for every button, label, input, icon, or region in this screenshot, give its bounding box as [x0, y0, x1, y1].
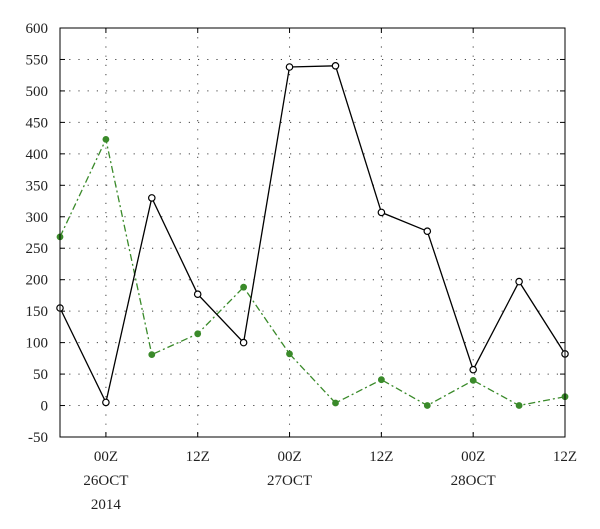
x-tick-label: 12Z [186, 449, 210, 465]
series-1-point [102, 398, 110, 407]
series-2-point [469, 377, 477, 384]
y-tick-label: 50 [33, 367, 48, 383]
y-tick-label: 200 [26, 273, 49, 289]
y-tick-label: 300 [26, 210, 49, 226]
y-tick-label: -50 [28, 430, 48, 446]
series-2-point [515, 402, 523, 409]
plot-background [60, 28, 565, 437]
x-date-label: 26OCT [83, 473, 128, 489]
series-line-2 [59, 137, 566, 407]
series-1-point [148, 194, 156, 202]
series-1-point [469, 365, 478, 374]
series-2-point [240, 283, 248, 291]
series-2-point [286, 350, 293, 358]
series-line-1 [59, 65, 566, 405]
y-tick-label: 600 [26, 21, 49, 37]
x-date-label: 28OCT [451, 473, 496, 489]
plot-frame [59, 27, 566, 438]
y-tick-label: 550 [26, 52, 49, 68]
series-2-point [148, 351, 156, 359]
y-tick-label: 0 [41, 399, 49, 415]
series-2-point [332, 399, 339, 407]
series-1-point [239, 338, 248, 347]
x-tick-label: 00Z [94, 449, 118, 465]
x-year-label: 2014 [91, 497, 122, 513]
x-date-label: 27OCT [267, 473, 312, 489]
series-2-point [194, 330, 202, 338]
x-tick-label: 12Z [369, 449, 393, 465]
series-2-point [378, 376, 385, 384]
y-tick-label: 150 [26, 304, 49, 320]
series-2-point [102, 135, 110, 143]
y-tick-label: 100 [26, 336, 49, 352]
y-tick-label: 400 [26, 147, 49, 163]
y-tick-label: 250 [26, 241, 49, 257]
y-tick-label: 500 [26, 84, 49, 100]
axis-layer: -50 0 50 100 150 200 250 300 350 400 450 500 550 600 0… [26, 21, 578, 513]
series-1-point [331, 62, 340, 70]
series-1-point [285, 63, 294, 71]
series-1-point [423, 227, 432, 236]
series-2-point [423, 402, 431, 409]
y-tick-label: 450 [26, 115, 49, 131]
x-tick-label: 00Z [461, 449, 485, 465]
series-1-point [193, 290, 202, 299]
x-tick-label: 12Z [553, 449, 577, 465]
x-tick-label: 00Z [277, 449, 301, 465]
series-layer [56, 62, 569, 409]
series-1-point [377, 208, 386, 217]
series-1-point [515, 277, 523, 286]
y-tick-label: 350 [26, 178, 49, 194]
